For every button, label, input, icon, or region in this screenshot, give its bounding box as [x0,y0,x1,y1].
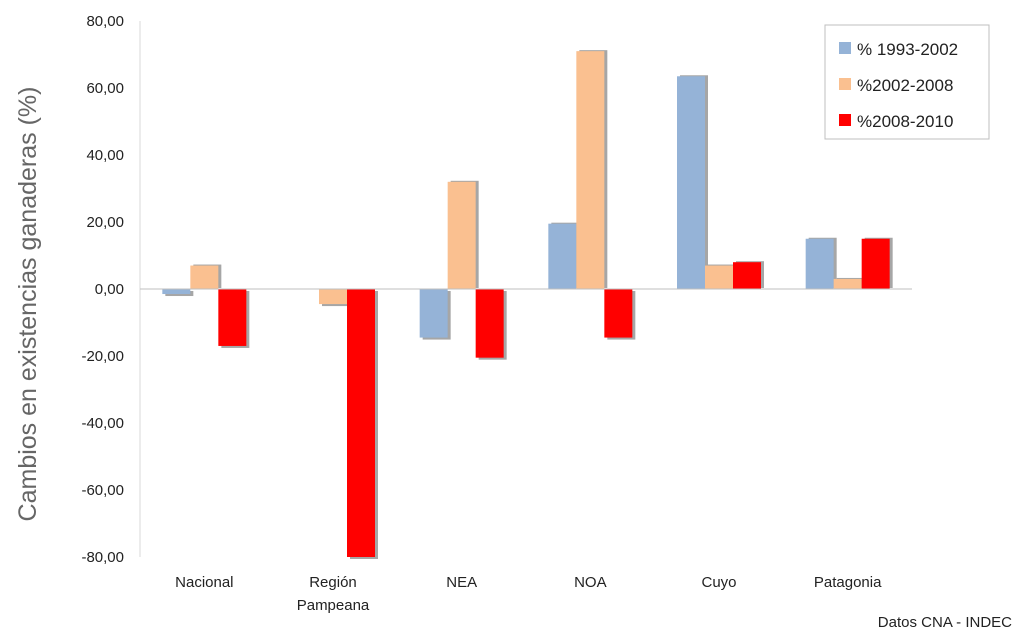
y-tick-label: 60,00 [86,80,124,97]
category-label: Patagonia [814,574,882,591]
category-label: Nacional [175,574,233,591]
category-label: Pampeana [297,597,370,614]
bar [705,265,733,289]
y-tick-label: -40,00 [81,415,124,432]
bar [319,289,347,305]
category-label: Región [309,574,357,591]
bar [805,238,834,289]
bar [475,289,504,358]
y-tick-label: -20,00 [81,348,124,365]
bar [190,265,219,289]
bar [733,262,761,289]
category-labels: Nacional Región Pampeana NEA NOA Cuyo Patagoni… [175,574,882,614]
category-label: Cuyo [701,574,736,591]
y-tick-label: -80,00 [81,549,124,566]
source-note: Datos CNA - INDEC [878,614,1012,631]
category-label: NOA [574,574,607,591]
legend-label: %2008-2010 [857,112,953,131]
legend-swatch [839,114,851,126]
bar [447,181,476,289]
y-tick-label: 40,00 [86,147,124,164]
bar [162,289,191,295]
legend-label: %2002-2008 [857,76,953,95]
legend-swatch [839,42,851,54]
y-tick-label: 0,00 [95,281,124,298]
bar [861,238,890,289]
bar [548,223,577,289]
bar [677,76,705,290]
legend: % 1993-2002 %2002-2008 %2008-2010 [824,24,990,140]
category-label: NEA [446,574,477,591]
bar [419,289,448,338]
bar [833,278,862,289]
legend-swatch [839,78,851,90]
bar [576,51,605,290]
bar [218,289,247,346]
y-tick-label: -60,00 [81,482,124,499]
y-axis-label: Cambios en existencias ganaderas (%) [14,87,42,522]
bar [347,289,375,557]
legend-box [824,24,990,140]
y-axis-ticks: 80,00 60,00 40,00 20,00 0,00 -20,00 -40,00 -60,… [81,13,124,566]
y-tick-label: 80,00 [86,13,124,30]
legend-label: % 1993-2002 [857,40,958,59]
bars [162,50,893,559]
y-tick-label: 20,00 [86,214,124,231]
bar [604,289,633,338]
